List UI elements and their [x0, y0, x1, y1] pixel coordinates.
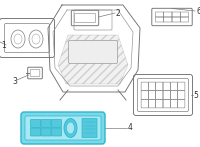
FancyBboxPatch shape	[41, 120, 51, 127]
FancyBboxPatch shape	[68, 41, 118, 64]
Ellipse shape	[64, 118, 77, 137]
Text: 1: 1	[2, 41, 6, 51]
Text: 6: 6	[197, 7, 200, 16]
FancyBboxPatch shape	[41, 128, 51, 136]
FancyBboxPatch shape	[25, 116, 101, 140]
Text: 4: 4	[128, 123, 132, 132]
FancyBboxPatch shape	[21, 112, 105, 144]
Text: 3: 3	[13, 76, 17, 86]
FancyBboxPatch shape	[82, 118, 97, 137]
Polygon shape	[58, 35, 128, 84]
Text: 5: 5	[194, 91, 198, 100]
FancyBboxPatch shape	[30, 120, 40, 127]
FancyBboxPatch shape	[52, 128, 62, 136]
Text: 2: 2	[116, 9, 120, 17]
Ellipse shape	[66, 122, 74, 134]
FancyBboxPatch shape	[30, 128, 40, 136]
FancyBboxPatch shape	[52, 120, 62, 127]
